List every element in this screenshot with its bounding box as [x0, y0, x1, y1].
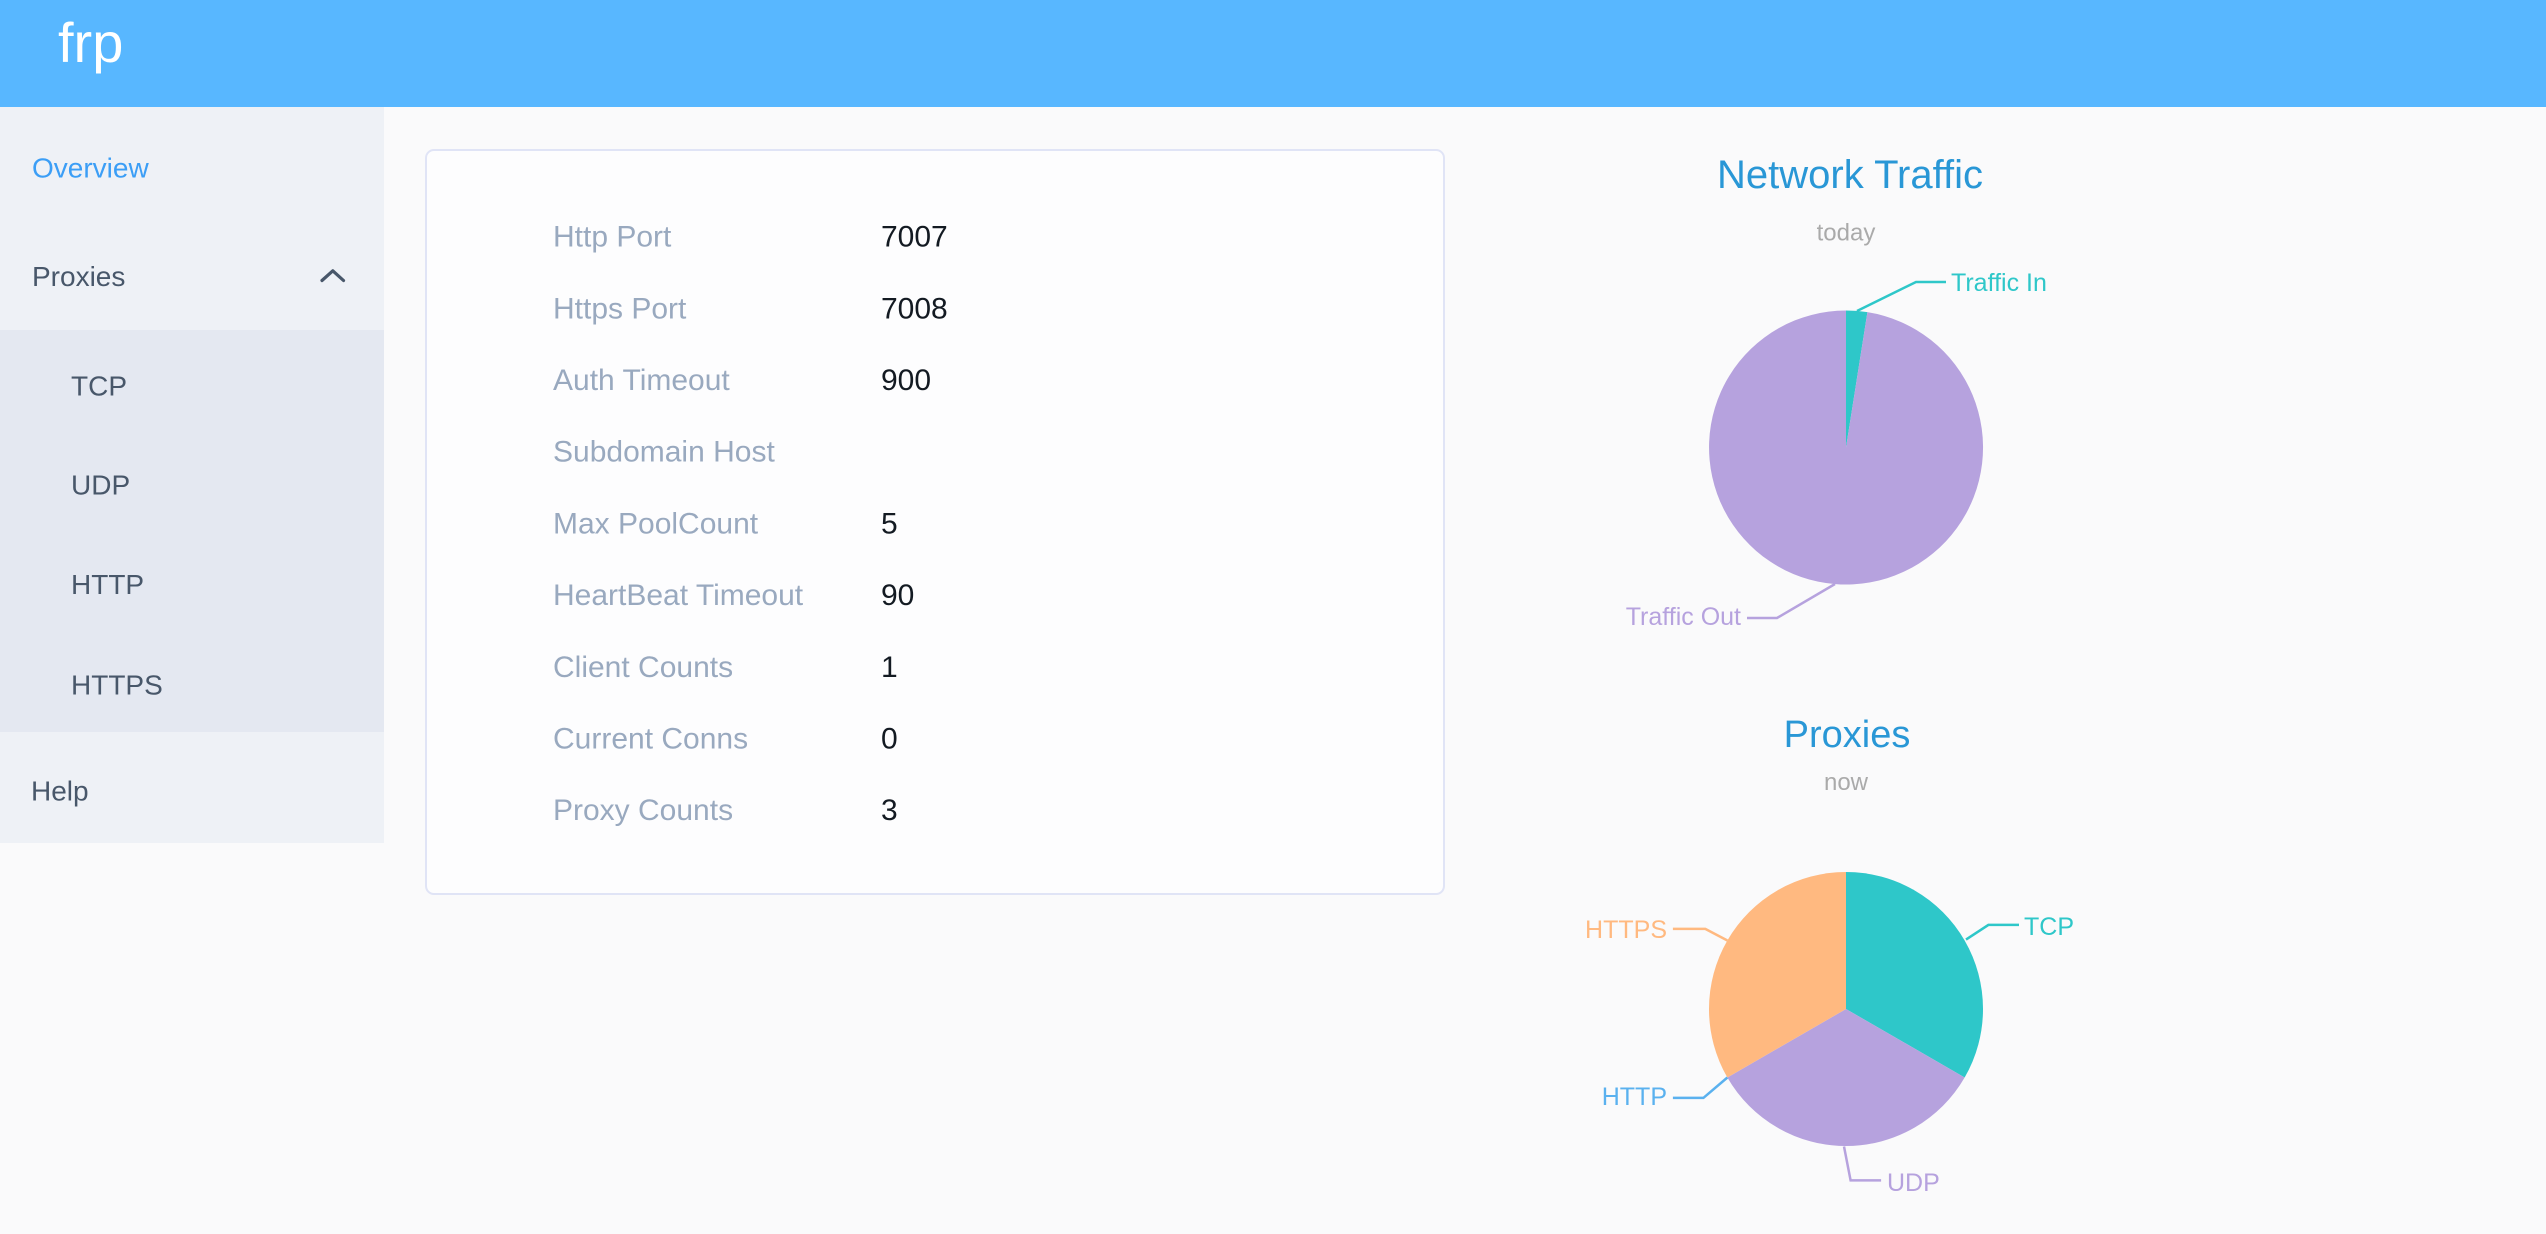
svg-text:7008: 7008: [881, 292, 948, 325]
svg-text:Https Port: Https Port: [553, 292, 687, 325]
svg-text:Http Port: Http Port: [553, 221, 672, 254]
svg-text:frp: frp: [58, 11, 123, 74]
svg-text:Traffic Out: Traffic Out: [1626, 603, 1741, 631]
svg-text:today: today: [1817, 220, 1876, 247]
svg-text:0: 0: [881, 723, 898, 756]
svg-text:Client Counts: Client Counts: [553, 651, 733, 684]
svg-text:3: 3: [881, 794, 898, 827]
svg-text:7007: 7007: [881, 221, 948, 254]
svg-text:5: 5: [881, 507, 898, 540]
svg-text:HeartBeat Timeout: HeartBeat Timeout: [553, 579, 804, 612]
svg-text:HTTP: HTTP: [1602, 1083, 1667, 1111]
svg-text:HTTPS: HTTPS: [71, 669, 163, 700]
svg-text:UDP: UDP: [71, 470, 130, 501]
svg-text:Help: Help: [31, 776, 89, 807]
svg-text:HTTP: HTTP: [71, 569, 144, 600]
svg-text:1: 1: [881, 651, 898, 684]
svg-text:Network Traffic: Network Traffic: [1717, 153, 1983, 197]
svg-text:TCP: TCP: [71, 370, 127, 401]
svg-text:90: 90: [881, 579, 914, 612]
svg-text:now: now: [1824, 769, 1869, 796]
svg-text:Overview: Overview: [32, 153, 149, 184]
svg-text:TCP: TCP: [2024, 913, 2074, 941]
svg-text:Max PoolCount: Max PoolCount: [553, 507, 759, 540]
svg-text:Traffic In: Traffic In: [1951, 269, 2047, 297]
svg-text:900: 900: [881, 364, 931, 397]
svg-text:Proxies: Proxies: [32, 261, 125, 292]
svg-text:Current Conns: Current Conns: [553, 723, 748, 756]
svg-text:UDP: UDP: [1887, 1169, 1940, 1197]
svg-text:HTTPS: HTTPS: [1585, 916, 1667, 944]
svg-text:Subdomain Host: Subdomain Host: [553, 436, 775, 469]
svg-text:Proxies: Proxies: [1784, 714, 1911, 756]
svg-text:Auth Timeout: Auth Timeout: [553, 364, 730, 397]
svg-text:Proxy Counts: Proxy Counts: [553, 794, 733, 827]
